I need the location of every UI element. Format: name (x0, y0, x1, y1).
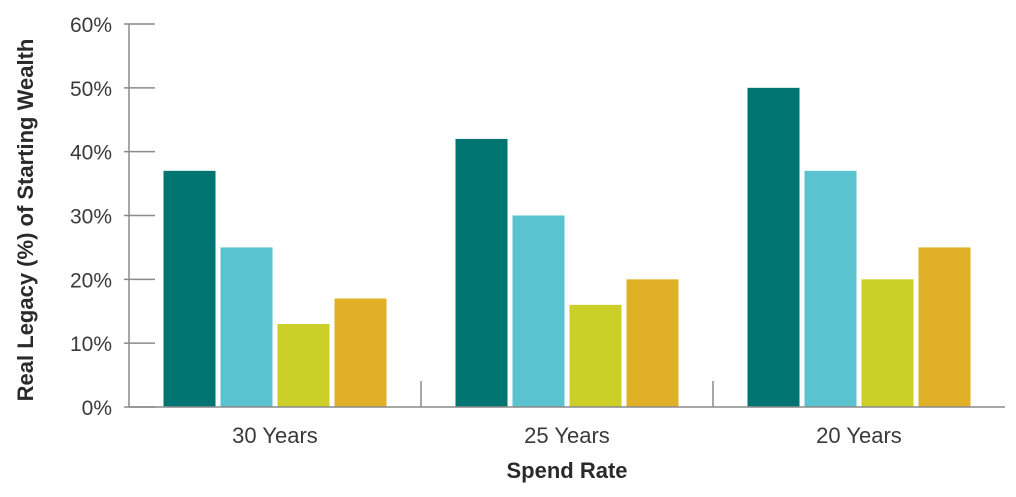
bar (861, 279, 914, 407)
bar (163, 170, 216, 407)
bar (277, 324, 330, 407)
y-axis-title: Real Legacy (%) of Starting Wealth (13, 39, 38, 402)
x-category-label: 30 Years (232, 423, 318, 448)
bar (334, 298, 387, 407)
y-tick-label: 40% (70, 142, 112, 165)
x-category-label: 25 Years (524, 423, 610, 448)
y-tick-label: 50% (70, 78, 112, 101)
bars-group (163, 87, 971, 407)
bar (626, 279, 679, 407)
bar (747, 87, 800, 407)
bar (512, 215, 565, 407)
x-category-label: 20 Years (816, 423, 902, 448)
y-tick-label: 20% (70, 269, 112, 292)
bar (569, 304, 622, 407)
y-tick-label: 60% (70, 14, 112, 37)
bar (220, 247, 273, 407)
y-tick-label: 0% (82, 397, 112, 420)
y-tick-label: 30% (70, 206, 112, 229)
x-axis: 30 Years 25 Years 20 Years (129, 381, 1005, 448)
bar (918, 247, 971, 407)
bar (455, 138, 508, 407)
bar (804, 170, 857, 407)
y-axis: 0% 10% 20% 30% 40% 50% 60% (70, 14, 155, 420)
y-tick-label: 10% (70, 333, 112, 356)
x-axis-title: Spend Rate (506, 458, 627, 483)
